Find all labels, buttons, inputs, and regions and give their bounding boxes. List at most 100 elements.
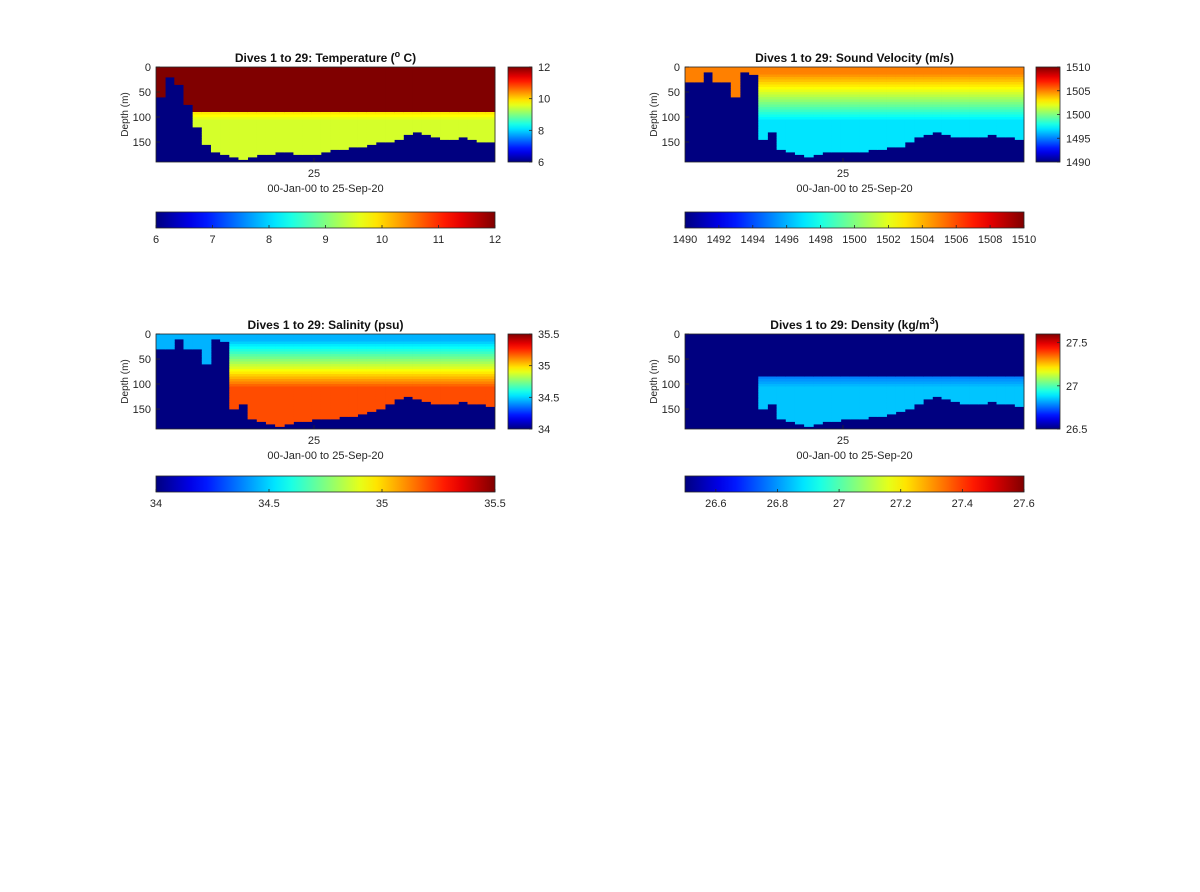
heatmap-cell <box>822 339 832 342</box>
heatmap-cell <box>229 152 239 155</box>
heatmap-cell <box>476 117 487 120</box>
heatmap-cell <box>987 341 997 345</box>
heatmap-cell <box>385 137 395 140</box>
heatmap-cell <box>877 99 887 103</box>
heatmap-cell <box>165 346 175 350</box>
bottom-colorbar-tick-label: 11 <box>433 234 444 246</box>
heatmap-cell <box>339 72 349 75</box>
heatmap-cell <box>712 334 723 337</box>
heatmap-cell <box>978 379 988 382</box>
heatmap-cell <box>458 371 468 375</box>
heatmap-cell <box>932 104 942 108</box>
heatmap-cell <box>1014 334 1025 337</box>
heatmap-cell <box>923 369 933 372</box>
heatmap-cell <box>403 366 413 370</box>
heatmap-cell <box>238 94 249 98</box>
heatmap-cell <box>886 122 897 125</box>
heatmap-cell <box>822 119 832 123</box>
heatmap-cell <box>849 399 860 402</box>
heatmap-cell <box>449 381 459 385</box>
heatmap-cell <box>284 381 294 385</box>
heatmap-cell <box>348 72 358 75</box>
heatmap-cell <box>1005 124 1016 128</box>
heatmap-cell <box>302 404 313 407</box>
heatmap-cell <box>293 391 303 395</box>
heatmap-cell <box>895 72 906 75</box>
heatmap-cell <box>914 341 924 345</box>
heatmap-cell <box>320 416 331 420</box>
heatmap-cell <box>421 394 432 397</box>
heatmap-cell <box>476 137 487 140</box>
heatmap-cell <box>895 112 906 115</box>
heatmap-cell <box>776 409 787 412</box>
heatmap-cell <box>210 89 221 93</box>
heatmap-cell <box>449 401 459 405</box>
heatmap-cell <box>311 127 322 130</box>
heatmap-cell <box>348 142 358 145</box>
heatmap-cell <box>895 77 906 80</box>
heatmap-cell <box>458 69 468 73</box>
heatmap-cell <box>357 84 368 88</box>
heatmap-cell <box>449 129 459 133</box>
heatmap-cell <box>476 109 487 113</box>
heatmap-cell <box>412 72 423 75</box>
heatmap-cell <box>840 87 851 90</box>
heatmap-cell <box>320 346 331 350</box>
heatmap-cell <box>430 361 441 365</box>
heatmap-cell <box>932 336 942 340</box>
heatmap-cell <box>412 354 423 357</box>
heatmap-cell <box>886 79 897 83</box>
heatmap-cell <box>831 349 842 352</box>
heatmap-cell <box>156 79 166 83</box>
heatmap-cell <box>467 344 478 347</box>
heatmap-cell <box>969 69 979 73</box>
heatmap-cell <box>366 104 377 108</box>
heatmap-cell <box>822 371 832 375</box>
heatmap-cell <box>284 97 294 100</box>
heatmap-cell <box>831 77 842 80</box>
heatmap-cell <box>904 391 915 395</box>
heatmap-cell <box>284 114 294 118</box>
heatmap-cell <box>886 341 897 345</box>
heatmap-cell <box>458 349 468 352</box>
heatmap-cell <box>284 386 294 390</box>
heatmap-cell <box>449 376 459 380</box>
heatmap-cell <box>320 69 331 73</box>
heatmap-cell <box>467 354 478 357</box>
heatmap-cell <box>923 114 933 118</box>
heatmap-cell <box>959 374 970 377</box>
heatmap-cell <box>785 416 796 420</box>
heatmap-cell <box>840 144 851 148</box>
heatmap-cell <box>959 67 970 70</box>
heatmap-cell <box>868 144 878 148</box>
heatmap-cell <box>201 127 212 130</box>
heatmap-cell <box>932 84 942 88</box>
heatmap-cell <box>895 144 906 148</box>
side-colorbar <box>507 66 533 163</box>
heatmap-cell <box>366 122 377 125</box>
heatmap-cell <box>302 351 313 355</box>
heatmap-cell <box>776 124 787 128</box>
heatmap-cell <box>192 339 203 342</box>
heatmap-cell <box>385 349 395 352</box>
heatmap-cell <box>275 72 285 75</box>
heatmap-cell <box>247 379 258 382</box>
heatmap-cell <box>886 334 897 337</box>
heatmap-cell <box>293 344 303 347</box>
heatmap-cell <box>868 147 878 150</box>
heatmap-cell <box>449 72 459 75</box>
heatmap-cell <box>969 92 979 95</box>
heatmap-cell <box>822 74 832 78</box>
heatmap-cell <box>914 72 924 75</box>
heatmap-cell <box>430 359 441 362</box>
heatmap-cell <box>886 359 897 362</box>
heatmap-cell <box>785 369 796 372</box>
heatmap-cell <box>804 89 814 93</box>
heatmap-cell <box>914 89 924 93</box>
heatmap-cell <box>849 97 860 100</box>
heatmap-cell <box>412 122 423 125</box>
heatmap-cell <box>1005 72 1016 75</box>
heatmap-cell <box>210 144 221 148</box>
bottom-colorbar-tick-label: 26.6 <box>705 498 726 510</box>
heatmap-cell <box>485 359 496 362</box>
